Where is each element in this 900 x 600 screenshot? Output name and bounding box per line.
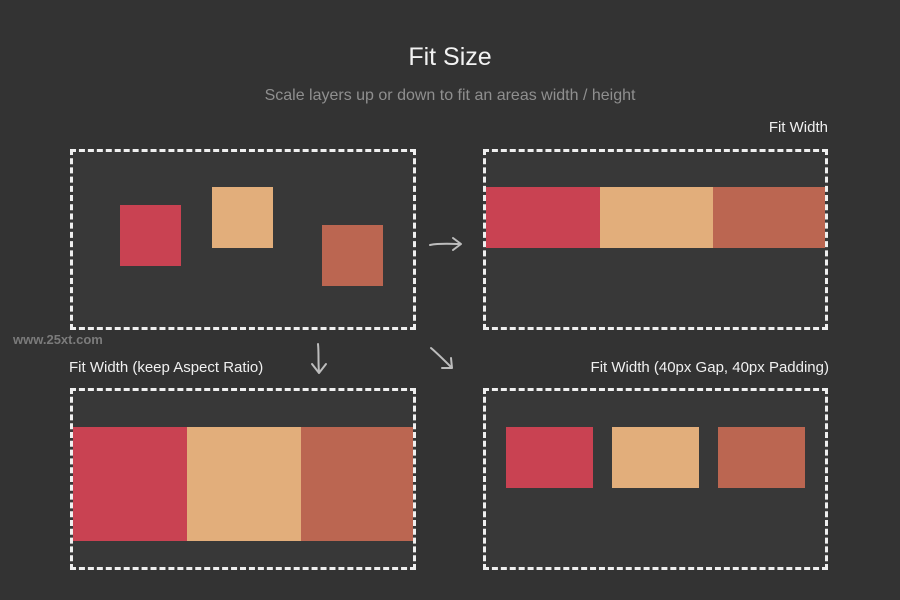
terracotta-layer bbox=[713, 187, 825, 248]
fit-width-aspect-label: Fit Width (keep Aspect Ratio) bbox=[69, 359, 264, 376]
page-title: Fit Size bbox=[408, 43, 492, 71]
terracotta-layer bbox=[322, 225, 383, 286]
fit-width-panel bbox=[483, 149, 828, 330]
tan-layer bbox=[612, 427, 699, 488]
red-layer bbox=[73, 427, 187, 541]
red-layer bbox=[120, 205, 181, 266]
page-subtitle: Scale layers up or down to fit an areas … bbox=[264, 87, 636, 104]
arrow-diagonal-icon bbox=[430, 347, 453, 369]
original-layers-panel bbox=[70, 149, 416, 330]
watermark-text: www.25xt.com bbox=[13, 332, 103, 347]
arrow-right-icon bbox=[429, 237, 462, 251]
fit-width-label: Fit Width bbox=[768, 119, 828, 136]
fit-width-aspect-panel bbox=[70, 388, 416, 570]
tan-layer bbox=[212, 187, 273, 248]
fit-width-gap-label: Fit Width (40px Gap, 40px Padding) bbox=[590, 359, 829, 376]
red-layer bbox=[506, 427, 593, 488]
fit-width-gap-panel bbox=[483, 388, 828, 570]
terracotta-layer bbox=[718, 427, 805, 488]
tan-layer bbox=[187, 427, 301, 541]
red-layer bbox=[486, 187, 600, 248]
terracotta-layer bbox=[301, 427, 413, 541]
arrow-down-icon bbox=[311, 343, 327, 374]
tan-layer bbox=[600, 187, 713, 248]
